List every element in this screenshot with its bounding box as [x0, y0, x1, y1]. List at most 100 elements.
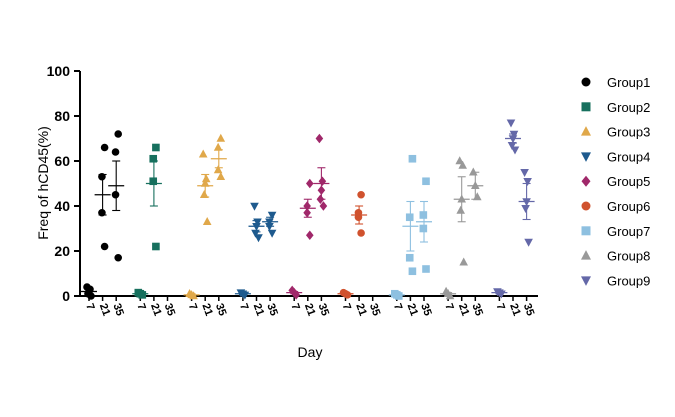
legend-marker [581, 201, 591, 211]
legend-label: Group8 [607, 249, 650, 264]
x-tick-label: 21 [507, 302, 522, 318]
data-point [201, 174, 211, 183]
data-point [198, 149, 208, 158]
data-point [456, 205, 465, 214]
data-point [100, 143, 109, 152]
data-point [319, 201, 328, 211]
x-tick-label: 21 [405, 302, 420, 318]
data-point [523, 177, 532, 187]
data-point [149, 177, 158, 186]
data-point [510, 146, 520, 155]
x-tick-label: 7 [237, 302, 250, 312]
y-axis-title: Freq of hCD45(%) [35, 126, 51, 240]
x-axis-title: Day [298, 344, 323, 360]
x-tick-label: 21 [456, 302, 471, 318]
data-point [152, 242, 160, 251]
data-point [408, 154, 417, 163]
legend-marker [581, 226, 591, 236]
chart-legend: Group1 Group2 Group3 Group4 Group5 Group6 Grou… [581, 75, 650, 288]
y-tick-label: 60 [54, 153, 70, 169]
data-point [111, 190, 120, 199]
y-tick-label: 80 [54, 108, 70, 124]
x-tick-label: 7 [288, 302, 301, 312]
y-tick-label: 0 [62, 288, 70, 304]
x-tick-label: 35 [162, 302, 177, 318]
data-point [303, 207, 311, 218]
data-point [306, 178, 314, 189]
data-point [315, 133, 324, 144]
y-tick-label: 40 [54, 198, 70, 214]
data-point [422, 265, 430, 273]
data-point [524, 238, 533, 247]
y-tick-label: 100 [47, 63, 71, 79]
x-tick-label: 21 [302, 302, 317, 318]
legend-marker [581, 77, 591, 87]
data-point [357, 229, 365, 237]
data-point [254, 234, 263, 243]
x-tick-label: 35 [316, 302, 331, 318]
x-tick-label: 35 [367, 302, 382, 318]
data-point [419, 224, 428, 233]
data-point [458, 160, 467, 169]
x-tick-label: 21 [148, 302, 163, 318]
data-point [459, 257, 468, 266]
data-point [507, 141, 517, 151]
data-point [521, 204, 530, 214]
data-point [506, 119, 516, 128]
data-point [469, 167, 478, 176]
legend-label: Group3 [607, 125, 650, 140]
x-tick-label: 21 [251, 302, 266, 318]
legend-label: Group1 [607, 75, 650, 90]
data-point [265, 218, 274, 227]
x-tick-label: 7 [340, 302, 353, 312]
data-point [357, 190, 365, 199]
legend-marker [581, 126, 591, 136]
data-point [405, 213, 414, 222]
x-tick-label: 7 [494, 302, 507, 312]
data-point [267, 211, 277, 220]
legend-label: Group6 [607, 199, 650, 214]
x-tick-label: 35 [418, 302, 433, 318]
x-tick-label: 7 [442, 302, 455, 312]
x-tick-label: 35 [469, 302, 484, 318]
data-point [114, 130, 122, 138]
x-tick-label: 21 [199, 302, 214, 318]
legend-marker [581, 102, 591, 112]
legend-label: Group7 [607, 224, 650, 239]
data-point [216, 133, 226, 142]
data-point [509, 130, 519, 139]
data-point [303, 201, 311, 211]
data-point [149, 154, 158, 163]
legend-marker [581, 276, 591, 286]
data-point [199, 189, 209, 199]
x-tick-label: 7 [83, 302, 96, 312]
data-point [202, 216, 212, 226]
data-point [250, 202, 259, 211]
data-point [318, 176, 327, 187]
legend-label: Group2 [607, 100, 650, 115]
data-point [419, 211, 428, 219]
x-tick-label: 35 [110, 302, 125, 318]
data-point [111, 148, 120, 156]
legend-label: Group4 [607, 149, 650, 164]
legend-marker [581, 175, 591, 187]
x-tick-label: 35 [213, 302, 228, 318]
data-point [267, 229, 277, 238]
x-tick-label: 35 [264, 302, 279, 318]
y-tick-label: 20 [54, 243, 70, 259]
data-point [422, 177, 430, 186]
legend-marker [581, 250, 591, 260]
x-tick-label: 35 [521, 302, 536, 318]
legend-marker [581, 152, 591, 162]
x-tick-label: 21 [97, 302, 112, 318]
data-point [265, 222, 274, 232]
data-point [114, 253, 122, 262]
data-point [405, 253, 414, 262]
x-tick-label: 21 [353, 302, 368, 318]
data-point [152, 143, 160, 152]
data-point [100, 242, 109, 251]
data-point [408, 267, 417, 276]
data-point [306, 230, 314, 241]
